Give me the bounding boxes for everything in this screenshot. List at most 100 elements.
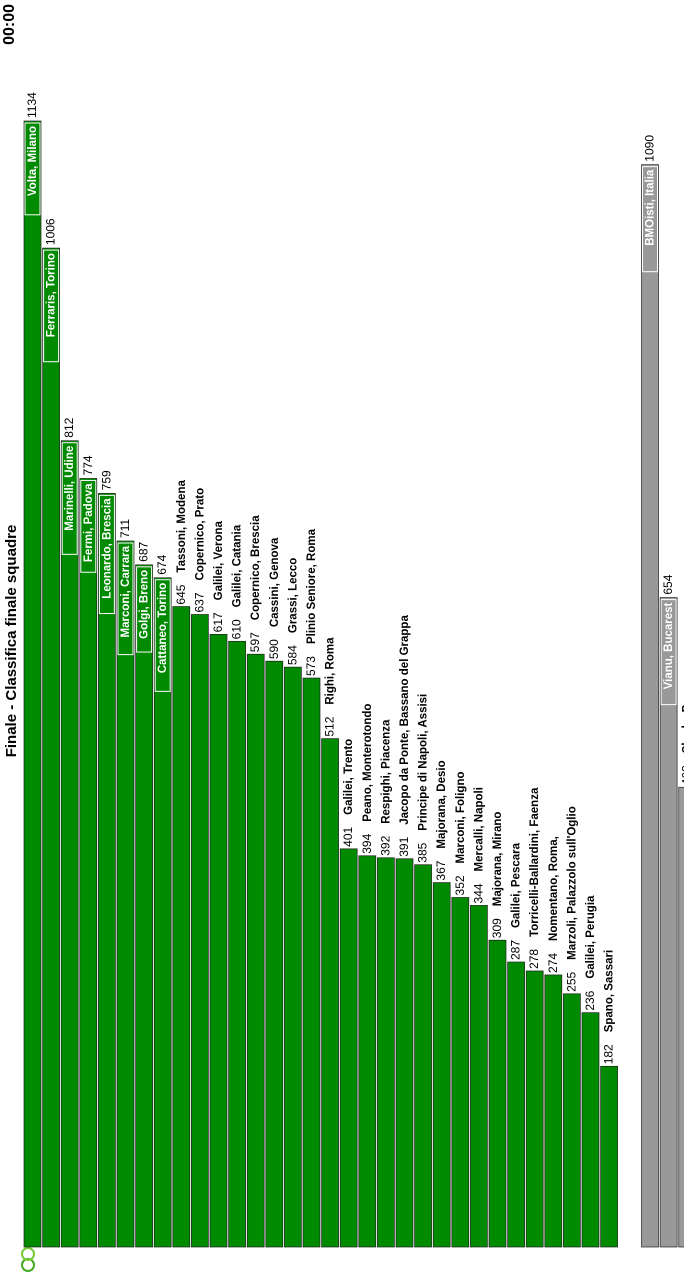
bar-value: 711 [118, 519, 132, 538]
bar-label: Galilei, Perugia [585, 895, 597, 979]
bar-value: 401 [341, 826, 355, 846]
bar-label-box [660, 599, 677, 706]
bar [302, 677, 321, 1248]
bar-value: 584 [285, 645, 299, 665]
bar-label-box [80, 479, 97, 573]
bar-label: Golgi, Breno [139, 570, 151, 639]
bar [395, 858, 414, 1248]
bar-value: 512 [323, 716, 337, 736]
bar-label: Plinio Seniore, Roma [306, 528, 318, 644]
bar [678, 786, 684, 1248]
bar-label-box [642, 166, 659, 273]
bar-label: Grassi, Lecco [287, 558, 299, 633]
bar-label-box [117, 542, 134, 656]
bar [135, 564, 153, 1248]
bar-value: 597 [248, 632, 262, 652]
bar-label: Vianu, Bucarest [663, 602, 675, 689]
bar-value: 1006 [44, 218, 58, 245]
bar [116, 540, 135, 1248]
bar-value: 278 [527, 949, 541, 969]
bar-label: Leonardo, Brescia [101, 498, 113, 599]
bar-value: 274 [546, 953, 560, 973]
bar [284, 666, 302, 1248]
bar-value: 590 [267, 639, 281, 659]
bar-label: Copernico, Prato [194, 488, 206, 581]
bar [563, 993, 581, 1248]
bar [228, 640, 246, 1248]
bar [153, 577, 172, 1248]
bar-label: Majorana, Desio [436, 760, 448, 848]
bar-label: Torricelli-Ballardini, Faenza [529, 787, 541, 937]
bar-label: Marzoli, Palazzolo sull'Oglio [566, 806, 578, 960]
bar-label: Cattaneo, Torino [157, 583, 169, 674]
bar [414, 864, 432, 1248]
bar-value: 1090 [643, 135, 657, 162]
bar-label: Mercalli, Napoli [473, 787, 485, 871]
bar [265, 660, 284, 1248]
bar [60, 440, 79, 1248]
bar [42, 247, 60, 1248]
bar-label: Marinelli, Udine [64, 446, 76, 531]
bar-value: 463 [680, 765, 684, 785]
bar [321, 738, 339, 1248]
bar-value: 610 [230, 619, 244, 639]
bar-label: Tassoni, Modena [176, 480, 188, 573]
bar-value: 812 [62, 417, 76, 437]
bar-value: 394 [360, 833, 374, 853]
bar-label: Marconi, Foligno [455, 771, 467, 863]
bar-value: 1134 [25, 92, 39, 118]
bar-label: Marconi, Carrara [120, 545, 132, 637]
bar-value: 255 [564, 971, 578, 991]
bar [470, 905, 488, 1248]
bar [641, 164, 659, 1248]
bar-label: Volta, Milano [27, 126, 39, 196]
bar [659, 597, 678, 1248]
bar-label: Cassini, Genova [269, 537, 281, 627]
bar-value: 391 [397, 836, 411, 856]
bar-label: Fermi, Padova [83, 483, 95, 562]
bar-value: 774 [81, 455, 95, 475]
bar-value: 182 [602, 1044, 616, 1064]
bar [209, 634, 228, 1248]
bar-value: 392 [378, 835, 392, 855]
bar-value: 309 [490, 918, 504, 938]
bar [172, 606, 191, 1248]
bar [358, 855, 377, 1248]
bar-value: 637 [192, 592, 206, 612]
bar-value: 687 [137, 541, 151, 561]
bar-label: Majorana, Mirano [492, 812, 504, 907]
bar [246, 653, 265, 1248]
bar-label-box [154, 579, 171, 692]
bar-value: 645 [174, 584, 188, 604]
bar-label: Galilei, Catania [232, 524, 244, 607]
bar-label: Peano, Monterotondo [362, 704, 374, 822]
bar [377, 857, 395, 1248]
bar-label-box [43, 249, 60, 363]
bar-label: Righi, Roma [325, 637, 337, 705]
bar-value: 654 [661, 574, 675, 594]
bar-label-box [61, 442, 78, 555]
bar-label: BMOisti, Italia [645, 169, 657, 246]
bar-value: 344 [471, 883, 485, 903]
bar-label: Galilei, Verona [213, 520, 225, 600]
bar-value: 617 [211, 612, 225, 632]
bar [23, 120, 42, 1248]
bar [451, 897, 470, 1248]
bar-label-box [24, 122, 41, 216]
bar-label-box [98, 494, 115, 615]
bar-value: 287 [509, 940, 523, 960]
bar-value: 573 [304, 656, 318, 676]
bar-value: 236 [583, 990, 597, 1010]
bar-label: Principe di Napoli, Assisi [418, 694, 430, 831]
chart-title: Finale - Classifica finale squadre [3, 525, 20, 758]
bar-value: 367 [434, 860, 448, 880]
bar [79, 478, 98, 1248]
bar-value: 674 [155, 554, 169, 574]
bar [507, 961, 525, 1248]
bar-label: Ferraris, Torino [46, 253, 58, 337]
infinity-logo-icon [21, 1247, 35, 1272]
bar-label: Galilei, Pescara [511, 842, 523, 928]
timer: 00:00 [1, 4, 18, 45]
